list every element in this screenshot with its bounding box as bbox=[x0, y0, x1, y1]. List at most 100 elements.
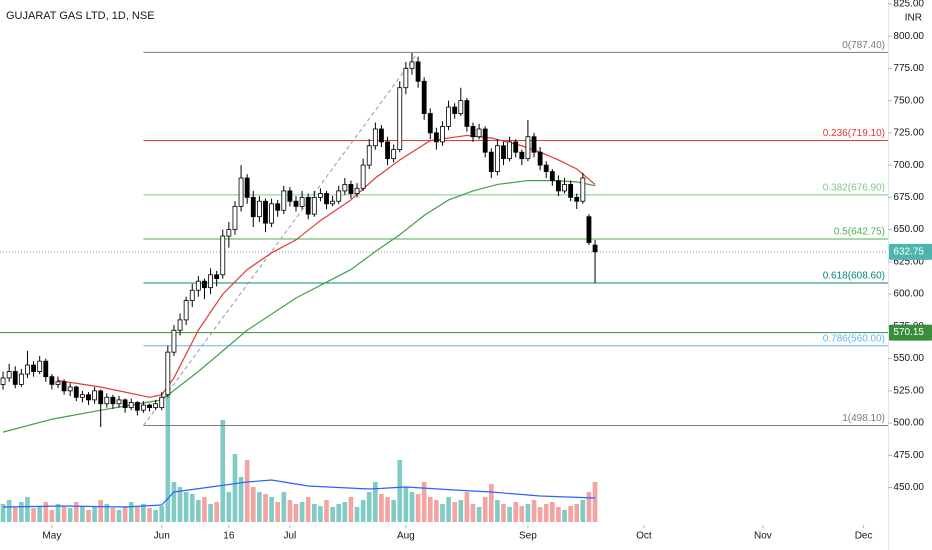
volume-bar bbox=[80, 506, 85, 522]
candle-body bbox=[73, 386, 79, 398]
candle-body bbox=[348, 184, 354, 194]
volume-bar bbox=[464, 492, 470, 522]
volume-bar bbox=[324, 500, 329, 522]
volume-bar bbox=[354, 507, 360, 522]
volume-bar bbox=[287, 500, 293, 522]
candle-body bbox=[153, 403, 159, 409]
candle-body bbox=[342, 184, 348, 192]
volume-bar bbox=[568, 506, 573, 522]
candle-body bbox=[543, 164, 549, 172]
volume-bar bbox=[214, 502, 219, 522]
candle-body bbox=[226, 229, 232, 237]
candle-body bbox=[476, 128, 482, 138]
volume-bar bbox=[159, 506, 165, 522]
volume-bar bbox=[232, 454, 238, 522]
volume-bar bbox=[513, 502, 519, 522]
volume-bar bbox=[373, 482, 378, 522]
candle-body bbox=[86, 394, 91, 401]
volume-bar bbox=[135, 507, 140, 522]
y-tick-label: 625.00 bbox=[893, 256, 924, 267]
fib-label: 0.382(676.90) bbox=[823, 183, 885, 194]
candle-body bbox=[202, 280, 207, 289]
candle-body bbox=[128, 402, 134, 409]
candle-body bbox=[104, 396, 110, 405]
candle-body bbox=[79, 394, 85, 398]
x-tick-label: Aug bbox=[397, 531, 415, 542]
candle-body bbox=[409, 61, 415, 69]
candle-body bbox=[482, 128, 488, 153]
candle-body bbox=[49, 376, 55, 385]
volume-bar bbox=[86, 510, 91, 522]
candle-body bbox=[214, 274, 220, 280]
candle-body bbox=[324, 193, 329, 205]
y-tick-label: 475.00 bbox=[893, 450, 924, 461]
volume-bar bbox=[458, 500, 464, 522]
volume-bar bbox=[409, 492, 415, 522]
volume-bar bbox=[208, 504, 213, 522]
volume-bar bbox=[476, 507, 482, 522]
volume-bar bbox=[336, 504, 342, 522]
y-tick-label: 750.00 bbox=[893, 95, 924, 106]
volume-bar bbox=[421, 482, 427, 522]
candle-body bbox=[421, 80, 427, 114]
candle-body bbox=[488, 151, 494, 172]
volume-bar bbox=[43, 502, 49, 522]
candle-body bbox=[501, 145, 506, 160]
x-tick-label: Nov bbox=[754, 531, 772, 542]
volume-bar bbox=[98, 500, 104, 522]
price-badge-label: 570.15 bbox=[893, 327, 924, 338]
candle-body bbox=[147, 404, 152, 409]
volume-bar bbox=[501, 504, 506, 522]
y-tick-label: 700.00 bbox=[893, 160, 924, 171]
candle-body bbox=[232, 205, 238, 231]
volume-bar bbox=[128, 502, 134, 522]
x-tick-label: Dec bbox=[855, 531, 873, 542]
volume-bar bbox=[12, 507, 18, 522]
volume-bar bbox=[6, 500, 12, 522]
candle-body bbox=[556, 180, 561, 192]
volume-bar bbox=[348, 497, 354, 522]
candle-body bbox=[208, 274, 213, 289]
candle-body bbox=[562, 184, 567, 192]
volume-bar bbox=[37, 506, 42, 522]
fib-label: 1(498.10) bbox=[842, 413, 885, 424]
volume-bar bbox=[189, 494, 195, 522]
candle-body bbox=[549, 171, 555, 181]
volume-bar bbox=[153, 510, 158, 522]
volume-bar bbox=[434, 500, 439, 522]
y-tick-label: 500.00 bbox=[893, 418, 924, 429]
volume-bar bbox=[263, 494, 268, 522]
x-tick-label: May bbox=[42, 531, 61, 542]
candle-body bbox=[189, 289, 195, 301]
candle-body bbox=[220, 235, 226, 276]
candle-body bbox=[336, 190, 342, 202]
volume-bar bbox=[415, 494, 421, 522]
candle-body bbox=[281, 190, 287, 211]
volume-bar bbox=[275, 502, 281, 522]
volume-bar bbox=[141, 504, 146, 522]
volume-bar bbox=[452, 502, 457, 522]
volume-bar bbox=[73, 502, 79, 522]
volume-ma bbox=[3, 479, 596, 508]
candle-body bbox=[586, 216, 592, 243]
volume-bar bbox=[61, 507, 67, 522]
candle-body bbox=[415, 61, 421, 82]
candle-body bbox=[470, 126, 476, 138]
candle-body bbox=[43, 360, 49, 378]
volume-bar bbox=[104, 504, 110, 522]
candle-body bbox=[293, 200, 299, 207]
candle-body bbox=[299, 196, 305, 207]
x-tick-label: Sep bbox=[519, 531, 537, 542]
candle-body bbox=[519, 151, 525, 160]
volume-bar bbox=[116, 510, 122, 522]
x-tick-label: Jul bbox=[283, 531, 296, 542]
candle-body bbox=[98, 390, 104, 405]
candle-body bbox=[18, 373, 24, 385]
y-tick-label: 775.00 bbox=[893, 63, 924, 74]
x-tick-label: Jun bbox=[154, 531, 170, 542]
candle-body bbox=[177, 319, 183, 331]
volume-bar bbox=[122, 506, 128, 522]
volume-bar bbox=[550, 502, 555, 522]
